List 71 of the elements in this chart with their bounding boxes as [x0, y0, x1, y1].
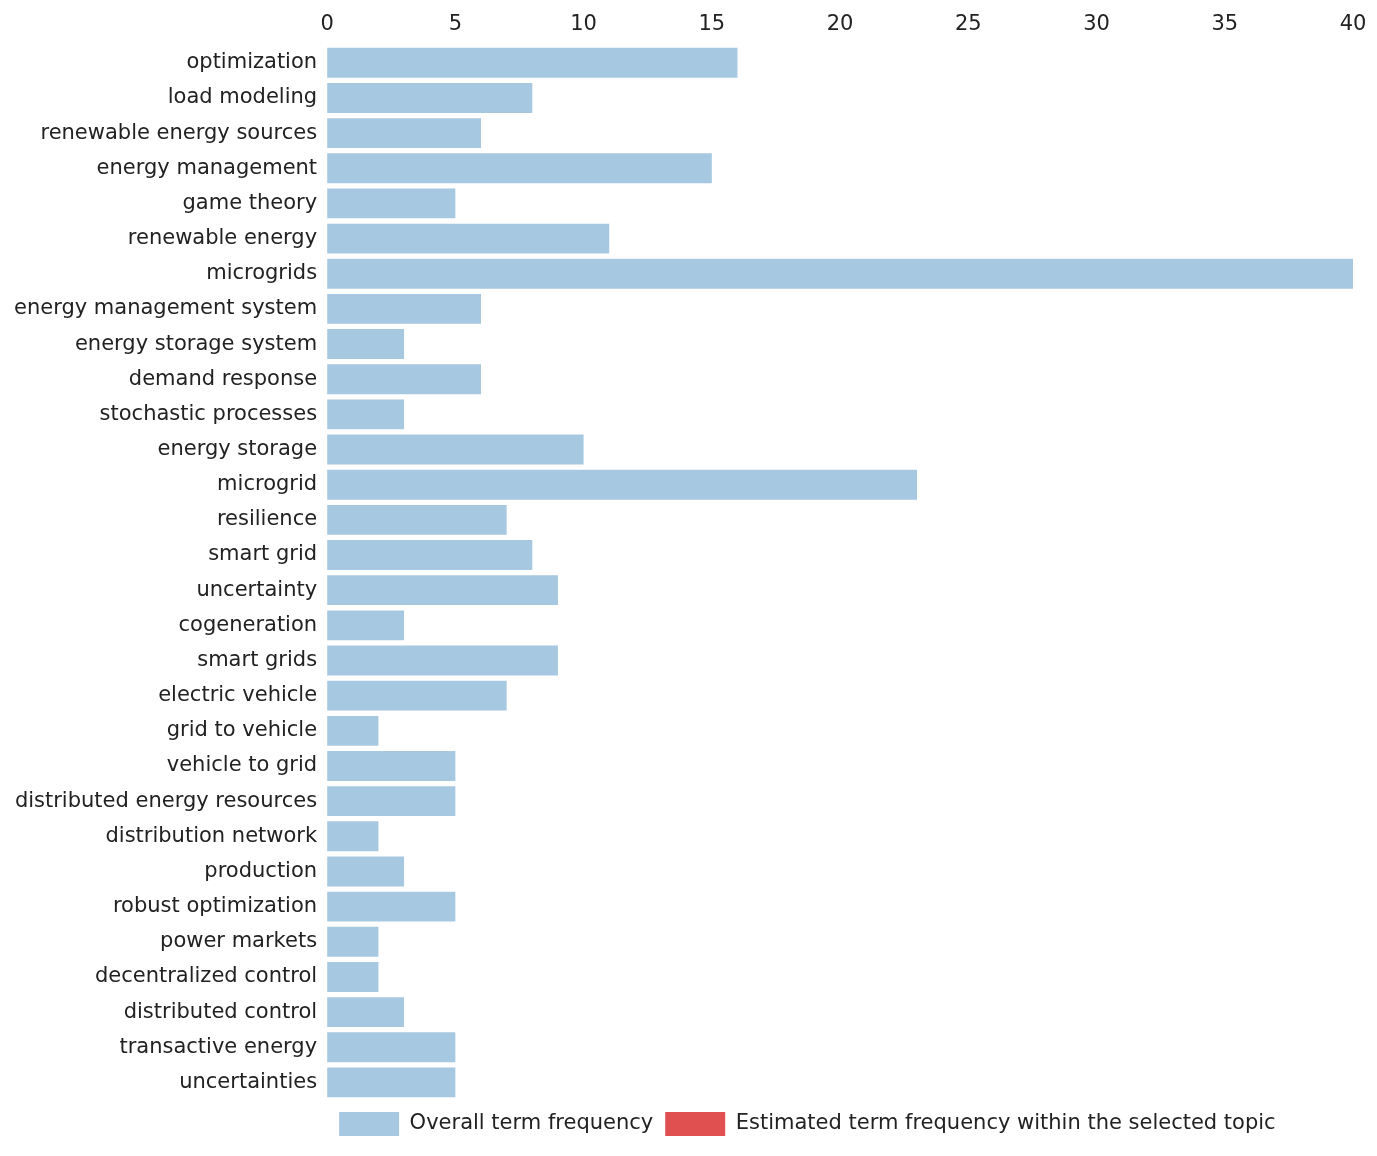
bar [327, 680, 507, 711]
y-tick-label: decentralized control [94, 963, 318, 988]
y-tick-label: uncertainties [179, 1068, 318, 1093]
y-tick-label: energy management [96, 154, 318, 179]
y-tick-label: distributed energy resources [14, 787, 318, 812]
y-tick-label: microgrid [217, 471, 318, 496]
y-tick-label: smart grid [208, 541, 318, 566]
x-tick-label: 40 [1339, 11, 1367, 36]
bar [327, 434, 584, 465]
x-tick-label: 35 [1211, 11, 1239, 36]
bar [327, 891, 456, 922]
bar [327, 223, 610, 254]
bar [327, 540, 533, 570]
x-tick-label: 30 [1083, 11, 1110, 36]
bar [327, 83, 533, 113]
bar [327, 188, 456, 219]
y-tick-label: transactive energy [119, 1033, 318, 1058]
bar [327, 962, 379, 992]
bar [327, 469, 917, 500]
y-tick-label: game theory [182, 189, 318, 214]
bar [327, 364, 481, 395]
y-tick-label: distributed control [123, 998, 318, 1023]
y-tick-label: electric vehicle [158, 682, 318, 707]
bar [327, 399, 405, 430]
y-tick-label: load modeling [167, 84, 318, 109]
y-tick-label: vehicle to grid [166, 752, 318, 777]
y-tick-label: energy management system [13, 295, 318, 320]
y-tick-label: production [204, 857, 318, 882]
bar [327, 821, 379, 852]
bar [327, 715, 379, 746]
bar [327, 786, 456, 817]
y-tick-label: energy storage system [74, 330, 318, 355]
bar [327, 47, 738, 78]
y-tick-label: cogeneration [178, 611, 318, 636]
x-tick-label: 0 [320, 11, 334, 36]
y-tick-label: renewable energy sources [40, 119, 318, 144]
y-tick-label: renewable energy [127, 225, 318, 250]
bar [327, 1032, 456, 1063]
y-tick-label: distribution network [105, 822, 318, 847]
bar [327, 118, 481, 149]
bar [327, 504, 507, 535]
bar [327, 258, 1353, 289]
y-tick-label: robust optimization [112, 893, 318, 918]
bar [327, 926, 379, 957]
y-tick-label: optimization [186, 49, 318, 74]
bar [327, 575, 558, 606]
bar [327, 153, 712, 184]
bar [327, 751, 456, 781]
y-tick-label: stochastic processes [99, 400, 318, 425]
bar [327, 645, 558, 676]
bar [327, 1067, 456, 1098]
x-tick-label: 10 [570, 11, 597, 36]
y-tick-label: grid to vehicle [166, 717, 318, 742]
x-tick-label: 5 [448, 11, 463, 36]
y-tick-label: microgrids [206, 260, 318, 285]
bar [327, 856, 405, 887]
bar [327, 293, 481, 324]
legend-label: Overall term frequency [409, 1110, 654, 1135]
x-tick-label: 20 [826, 11, 854, 36]
legend-label: Estimated term frequency within the selected topic [735, 1110, 1276, 1135]
bar [327, 997, 405, 1028]
y-tick-label: smart grids [197, 646, 318, 671]
x-tick-label: 15 [698, 11, 726, 36]
bar [327, 329, 405, 359]
bar [327, 610, 405, 641]
y-tick-label: demand response [128, 365, 318, 390]
x-tick-label: 25 [954, 11, 982, 36]
y-tick-label: power markets [160, 928, 318, 953]
y-tick-label: resilience [216, 506, 318, 531]
y-tick-label: uncertainty [196, 576, 318, 601]
y-tick-label: energy storage [157, 435, 318, 460]
